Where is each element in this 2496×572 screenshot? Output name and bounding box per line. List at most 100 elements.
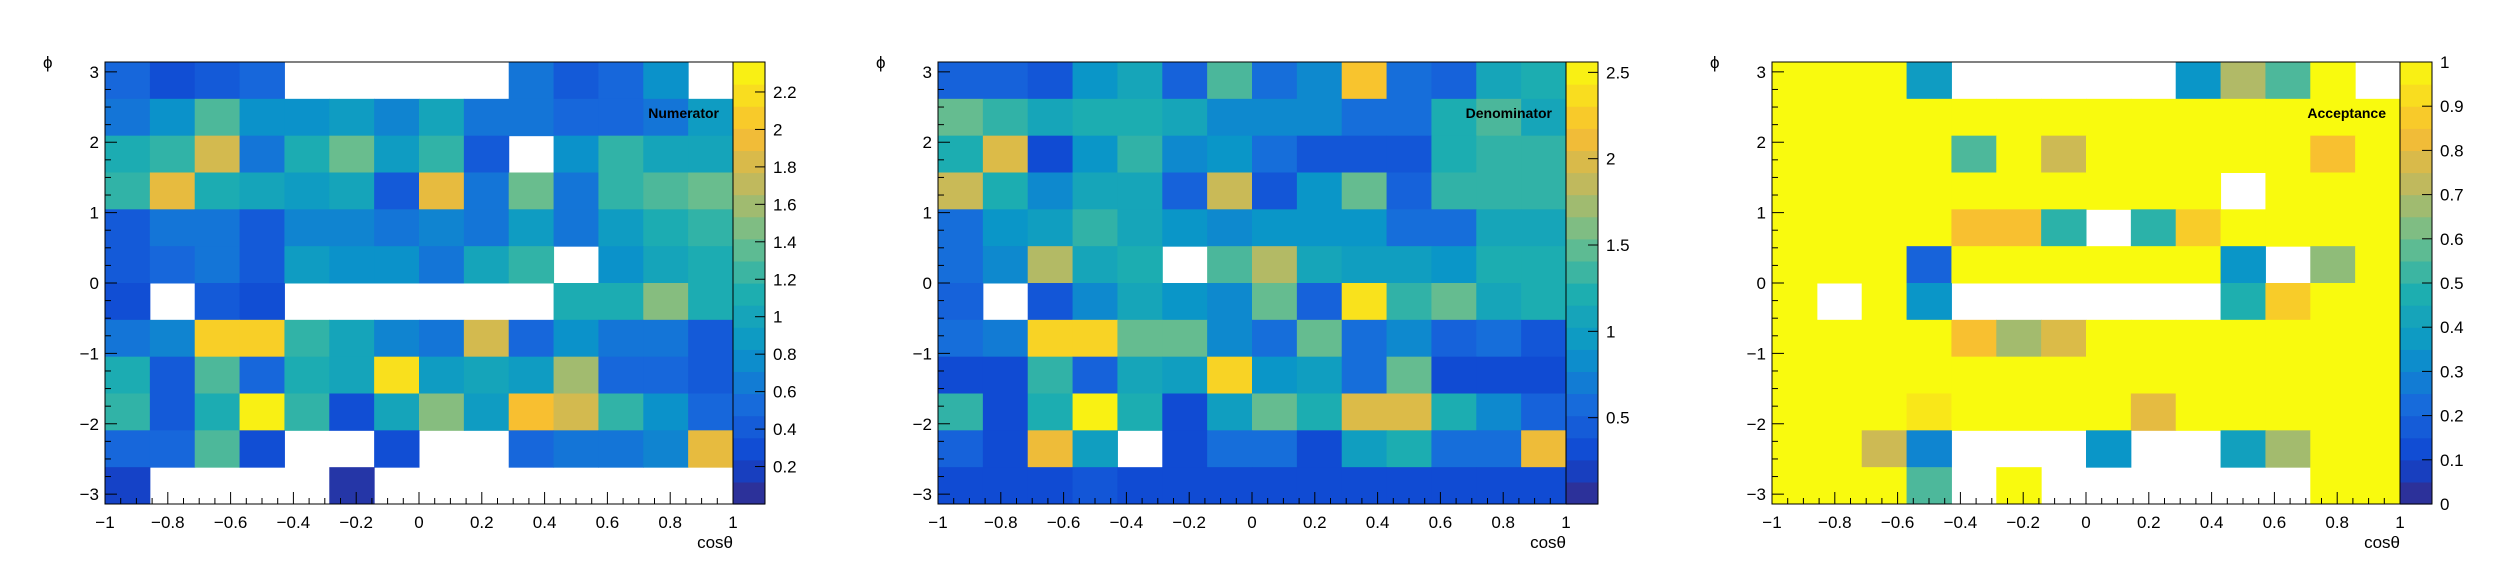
colorbar-swatch — [733, 393, 765, 417]
colorbar-swatch — [733, 84, 765, 107]
heatmap-cell — [1816, 393, 1863, 431]
heatmap-cell — [2265, 209, 2311, 247]
heatmap-cell — [1162, 467, 1208, 505]
colorbar-swatch — [2400, 437, 2432, 461]
heatmap-cell — [1906, 246, 1952, 284]
heatmap-cell — [1431, 98, 1477, 137]
y-tick-label: 0 — [90, 274, 99, 293]
heatmap-cell — [105, 135, 151, 173]
heatmap-cell — [284, 246, 330, 284]
heatmap-cell — [239, 98, 285, 137]
y-tick-label: −3 — [80, 485, 99, 504]
x-tick-label: 0.8 — [658, 513, 682, 532]
heatmap-cell — [982, 62, 1029, 100]
heatmap-cell — [1207, 62, 1253, 100]
heatmap-cell — [1476, 246, 1522, 284]
heatmap-cell — [1906, 209, 1952, 247]
heatmap-cell — [1861, 98, 1908, 137]
heatmap-cell — [2310, 393, 2356, 431]
heatmap-cell — [1772, 209, 1818, 247]
x-tick-label: 1 — [728, 513, 737, 532]
heatmap-cell — [2041, 393, 2087, 431]
colorbar-swatch — [733, 172, 765, 196]
heatmap-cell — [688, 283, 734, 321]
heatmap-cell — [1386, 172, 1432, 210]
heatmap-cell — [374, 356, 420, 394]
heatmap-cell — [1252, 98, 1298, 137]
colorbar-tick-label: 2 — [773, 120, 782, 139]
x-tick-label: 0.8 — [2325, 513, 2349, 532]
heatmap-cell — [2130, 246, 2177, 284]
heatmap-cell — [1996, 172, 2042, 210]
heatmap-cell — [1996, 209, 2042, 247]
heatmap-cell — [2130, 98, 2177, 137]
heatmap-cell — [329, 393, 375, 431]
heatmap-cell — [1476, 62, 1522, 100]
colorbar-swatch — [1566, 349, 1598, 372]
heatmap-cell — [1861, 283, 1908, 321]
heatmap-cell — [938, 209, 984, 247]
heatmap-cell — [598, 283, 644, 321]
heatmap-cell — [1816, 62, 1863, 100]
heatmap-cell — [982, 430, 1029, 468]
heatmap-cell — [105, 246, 151, 284]
heatmap-cell — [1207, 172, 1253, 210]
y-tick-label: −1 — [1747, 344, 1766, 363]
heatmap-cell — [1252, 430, 1298, 468]
y-tick-label: 1 — [1757, 204, 1766, 223]
colorbar-swatch — [733, 238, 765, 262]
heatmap-cell — [239, 356, 285, 394]
x-tick-label: −0.6 — [1881, 513, 1915, 532]
heatmap-cell — [194, 246, 241, 284]
heatmap-cell — [1431, 62, 1477, 100]
colorbar-tick-label: 0.6 — [773, 383, 797, 402]
y-tick-label: −2 — [913, 415, 932, 434]
colorbar-tick-label: 2 — [1606, 150, 1615, 169]
heatmap-cell — [1996, 356, 2042, 394]
colorbar-swatch — [2400, 349, 2432, 372]
heatmap-cell — [1816, 172, 1863, 210]
heatmap-cell — [2175, 209, 2222, 247]
y-tick-label: 1 — [923, 204, 932, 223]
colorbar-swatch — [2400, 481, 2432, 505]
colorbar: 0.5 1 1.5 2 2.5 — [1565, 61, 1630, 505]
heatmap-cell — [1296, 283, 1343, 321]
heatmap-cell — [1772, 283, 1818, 321]
heatmap-cell — [1386, 319, 1432, 358]
heatmap-cell — [1296, 98, 1343, 137]
colorbar-swatch — [733, 283, 765, 306]
heatmap-cell — [1027, 135, 1074, 173]
colorbar-swatch — [733, 481, 765, 505]
heatmap-cell — [2130, 135, 2177, 173]
heatmap-cell — [1431, 246, 1477, 284]
colorbar-swatch — [1566, 437, 1598, 461]
colorbar-swatch — [733, 305, 765, 328]
heatmap-cell — [1476, 98, 1522, 137]
heatmap-cell — [553, 430, 599, 468]
heatmap-cell — [1816, 246, 1863, 284]
heatmap-cell — [194, 393, 241, 431]
heatmap-cell — [419, 319, 465, 358]
heatmap-cell — [2265, 62, 2311, 100]
heatmap-cell — [508, 172, 555, 210]
heatmap-cell — [1341, 319, 1388, 358]
x-tick-label: 0.4 — [533, 513, 557, 532]
y-tick-label: −2 — [80, 415, 99, 434]
heatmap-cell — [1341, 430, 1388, 468]
colorbar-swatch — [2400, 62, 2432, 85]
heatmap-cell — [1117, 172, 1163, 210]
heatmap-cell — [374, 172, 420, 210]
heatmap-cell — [1816, 135, 1863, 173]
heatmap-cell — [1476, 430, 1522, 468]
heatmap-cell — [1521, 319, 1567, 358]
x-tick-label: −0.2 — [2006, 513, 2040, 532]
colorbar-swatch — [1566, 371, 1598, 395]
heatmap-cell — [1816, 209, 1863, 247]
x-tick-label: −1 — [1762, 513, 1781, 532]
heatmap-cell — [2220, 62, 2266, 100]
x-tick-label: 0 — [2081, 513, 2090, 532]
heatmap-cell — [2220, 98, 2266, 137]
heatmap-cell — [938, 356, 984, 394]
colorbar-tick-label: 0.7 — [2440, 186, 2464, 205]
heatmap-cell — [938, 430, 984, 468]
